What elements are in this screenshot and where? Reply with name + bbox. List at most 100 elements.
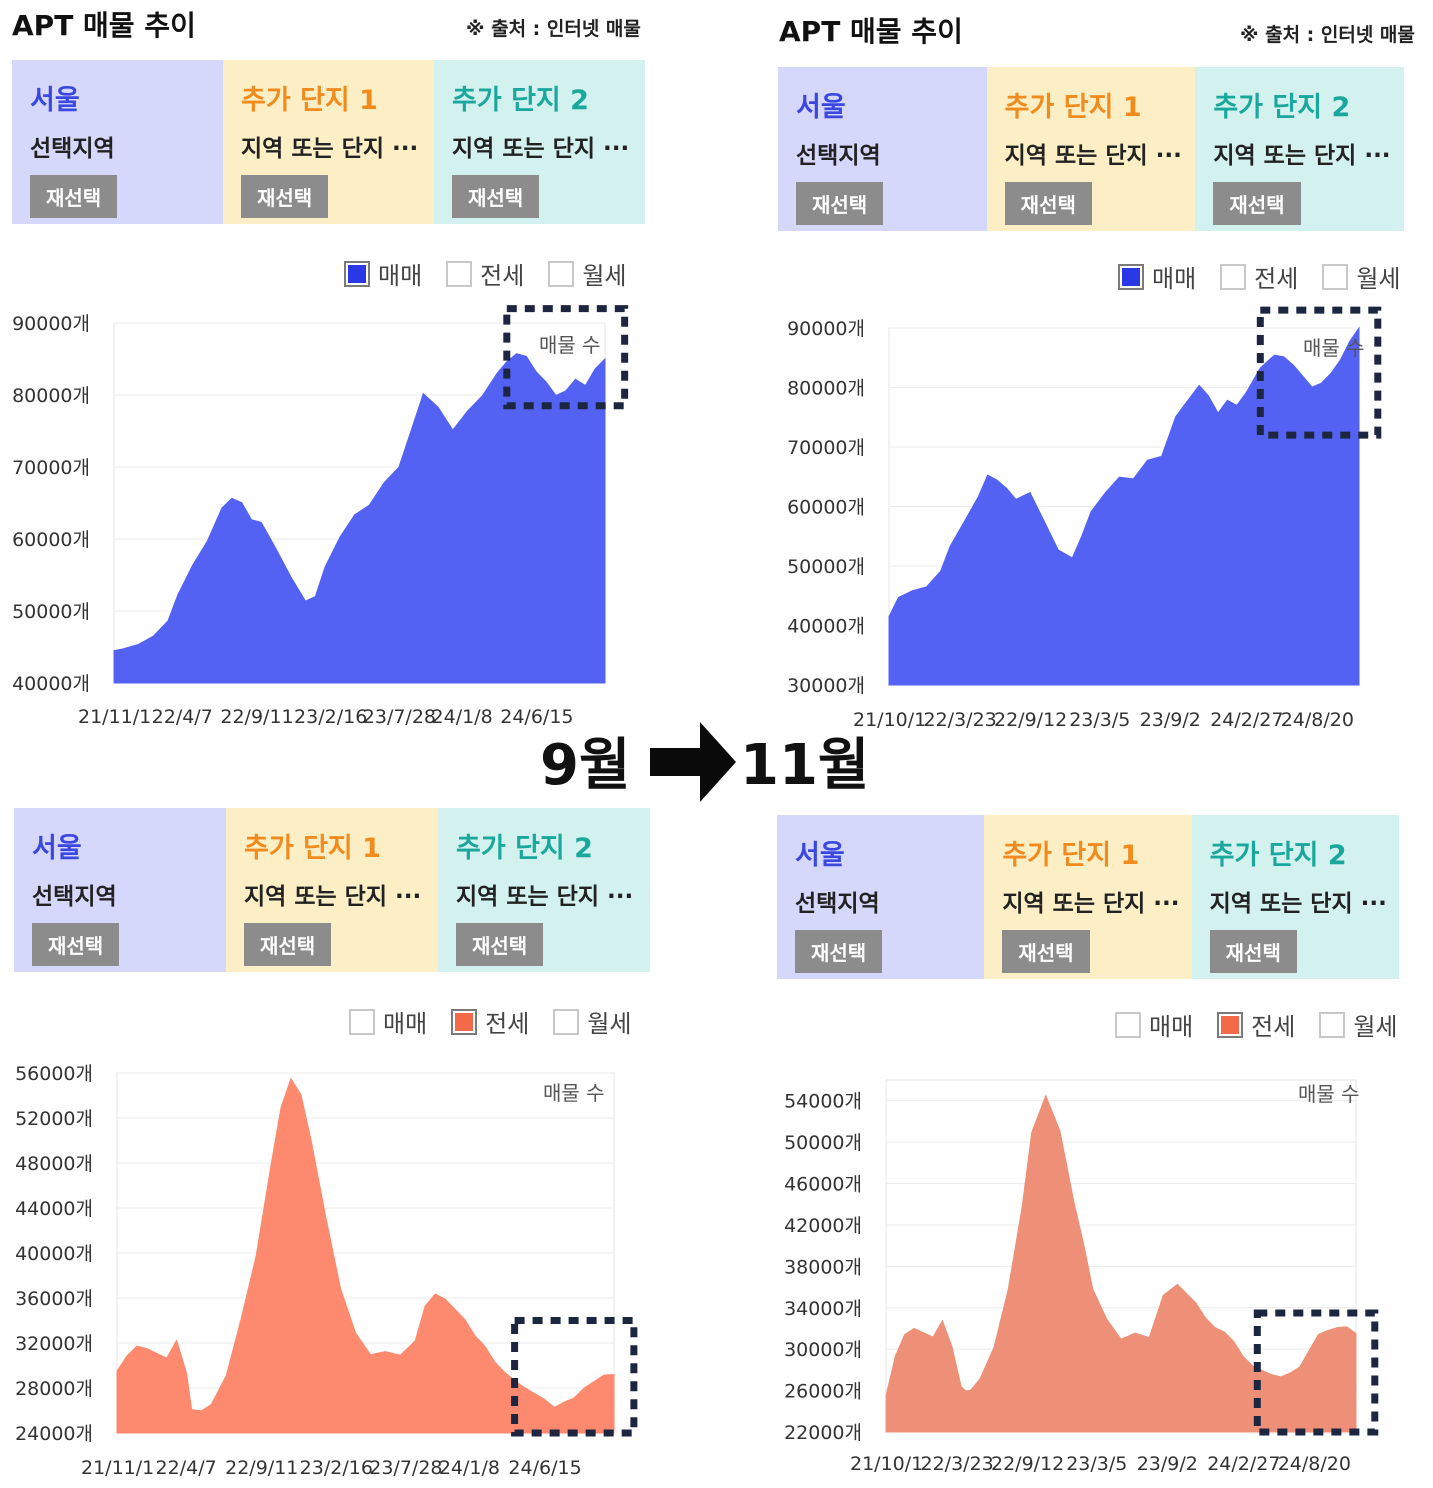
checked-box-icon[interactable] (451, 1008, 478, 1035)
reselect-button[interactable]: 재선택 (32, 923, 120, 966)
legend-label: 매매 (378, 262, 423, 290)
tab-heading: 서울 (796, 92, 846, 123)
x-tick-label: 23/3/5 (1066, 1453, 1127, 1475)
legend-toggle[interactable]: 월세 (1322, 259, 1401, 294)
legend-toggle[interactable]: 매매 (1115, 1007, 1193, 1042)
reselect-button[interactable]: 재선택 (244, 923, 332, 966)
reselect-button[interactable]: 재선택 (796, 182, 884, 225)
legend-toggle[interactable]: 월세 (1319, 1007, 1398, 1042)
x-tick-label: 23/7/28 (363, 706, 436, 728)
tab-2[interactable]: 추가 단지 1 지역 또는 단지 ··· 재선택 (984, 815, 1192, 979)
legend-label: 월세 (582, 262, 627, 290)
checkbox-icon[interactable] (446, 260, 473, 287)
checked-box-icon[interactable] (344, 260, 370, 287)
checkbox-icon[interactable] (553, 1008, 580, 1035)
checkbox-icon[interactable] (548, 260, 575, 287)
tab-3[interactable]: 추가 단지 2 지역 또는 단지 ··· 재선택 (1195, 67, 1405, 231)
y-tick-label: 42000개 (784, 1215, 862, 1237)
tab-subtitle: 선택지역 (796, 143, 881, 169)
tab-1[interactable]: 서울 선택지역 재선택 (777, 815, 985, 979)
reselect-button[interactable]: 재선택 (1002, 930, 1090, 973)
highlight-box (1253, 1309, 1379, 1436)
y-tick-label: 52000개 (15, 1108, 93, 1130)
x-tick-label: 24/2/27 (1207, 1453, 1280, 1475)
checked-box-icon[interactable] (1118, 263, 1144, 290)
tab-heading: 추가 단지 2 (452, 85, 589, 116)
reselect-button[interactable]: 재선택 (1209, 930, 1297, 973)
y-tick-label: 46000개 (784, 1174, 862, 1196)
x-tick-label: 22/9/11 (220, 706, 293, 728)
tab-2[interactable]: 추가 단지 1 지역 또는 단지 ··· 재선택 (223, 60, 434, 224)
x-tick-label: 22/9/12 (994, 709, 1067, 731)
tab-heading: 추가 단지 2 (1213, 92, 1351, 123)
reselect-button[interactable]: 재선택 (795, 930, 883, 973)
legend-label: 월세 (587, 1010, 632, 1038)
x-tick-label: 22/9/12 (991, 1453, 1064, 1475)
series-label: 매물 수 (1303, 336, 1365, 360)
tab-3[interactable]: 추가 단지 2 지역 또는 단지 ··· 재선택 (434, 60, 645, 224)
legend-label: 매매 (1149, 1013, 1194, 1041)
x-tick-label: 22/4/7 (156, 1457, 217, 1479)
legend-toggle[interactable]: 전세 (451, 1004, 529, 1039)
checkbox-icon[interactable] (1220, 263, 1247, 290)
panel-title-1: APT 매물 추이 (12, 9, 196, 42)
tab-heading: 추가 단지 1 (1002, 840, 1140, 871)
legend-toggle[interactable]: 월세 (553, 1004, 632, 1039)
x-tick-label: 22/4/7 (152, 706, 213, 728)
series-label: 매물 수 (539, 333, 601, 357)
x-tick-label: 24/6/15 (508, 1457, 581, 1479)
legend-toggle[interactable]: 전세 (446, 256, 524, 291)
tab-2[interactable]: 추가 단지 1 지역 또는 단지 ··· 재선택 (226, 808, 438, 972)
legend-toggle[interactable]: 매매 (1118, 259, 1196, 294)
reselect-button[interactable]: 재선택 (241, 175, 329, 218)
tab-heading: 서울 (795, 840, 845, 871)
y-tick-label: 90000개 (787, 318, 865, 340)
month-to: 11월 (740, 733, 870, 798)
x-tick-label: 24/8/20 (1278, 1453, 1351, 1475)
legend-toggle[interactable]: 전세 (1217, 1007, 1295, 1042)
legend-label: 전세 (480, 262, 525, 290)
series-area (885, 1094, 1357, 1433)
x-tick-label: 21/10/1 (850, 1453, 923, 1475)
tab-2[interactable]: 추가 단지 1 지역 또는 단지 ··· 재선택 (986, 67, 1196, 231)
checkbox-icon[interactable] (1319, 1011, 1346, 1038)
legend-label: 전세 (485, 1010, 530, 1038)
y-tick-label: 70000개 (787, 437, 865, 459)
y-tick-label: 24000개 (15, 1423, 93, 1445)
x-tick-label: 23/3/5 (1069, 709, 1130, 731)
tab-3[interactable]: 추가 단지 2 지역 또는 단지 ··· 재선택 (1191, 815, 1399, 979)
legend-toggle[interactable]: 전세 (1220, 259, 1298, 294)
x-tick-label: 22/3/23 (921, 1453, 994, 1475)
checkbox-icon[interactable] (349, 1008, 375, 1035)
reselect-button[interactable]: 재선택 (1004, 182, 1092, 225)
tab-subtitle: 선택지역 (32, 884, 117, 910)
checked-box-icon[interactable] (1217, 1011, 1244, 1038)
checkbox-icon[interactable] (1322, 263, 1349, 290)
reselect-button[interactable]: 재선택 (452, 175, 540, 218)
legend-label: 전세 (1254, 265, 1299, 293)
checkbox-icon[interactable] (1115, 1011, 1141, 1038)
reselect-button[interactable]: 재선택 (456, 923, 544, 966)
reselect-button[interactable]: 재선택 (30, 175, 118, 218)
y-tick-label: 90000개 (12, 313, 90, 335)
reselect-button[interactable]: 재선택 (1213, 182, 1301, 225)
x-tick-label: 24/8/20 (1281, 709, 1354, 731)
chart-jeonse-sep: 24000개 28000개 32000개 36000개 40000개 44000개 4800… (15, 1063, 638, 1479)
tab-heading: 서울 (32, 833, 82, 864)
month-from: 9월 (540, 733, 631, 798)
chart-jeonse-nov: 22000개 26000개 30000개 34000개 38000개 42000개 4600… (784, 1079, 1379, 1475)
tab-3[interactable]: 추가 단지 2 지역 또는 단지 ··· 재선택 (438, 808, 650, 972)
source-note-2: ※ 출처 : 인터넷 매물 (1240, 24, 1415, 46)
x-tick-label: 23/9/2 (1140, 709, 1201, 731)
legend-4: 매매 전세 월세 (1101, 1007, 1398, 1042)
tab-1[interactable]: 서울 선택지역 재선택 (12, 60, 223, 224)
legend-toggle[interactable]: 매매 (344, 256, 422, 291)
series-area (113, 353, 606, 684)
y-tick-label: 50000개 (784, 1132, 862, 1154)
legend-label: 월세 (1353, 1013, 1398, 1041)
x-tick-label: 24/2/27 (1210, 709, 1283, 731)
legend-toggle[interactable]: 월세 (548, 256, 627, 291)
legend-toggle[interactable]: 매매 (349, 1004, 427, 1039)
